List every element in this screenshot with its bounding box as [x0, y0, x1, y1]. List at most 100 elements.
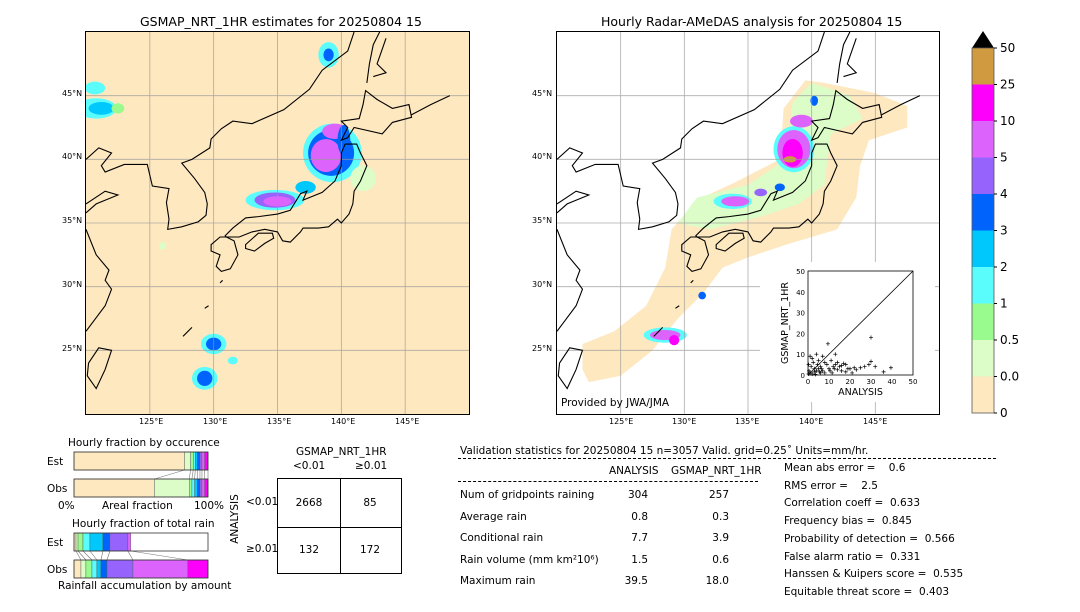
- occurrence-obs-segment: [197, 478, 201, 498]
- left-map-title: GSMAP_NRT_1HR estimates for 20250804 15: [140, 14, 422, 29]
- contingency-row-1: ≥0.01: [246, 543, 279, 555]
- scatter-point: [832, 366, 837, 371]
- lat-tick-label: 35°N: [62, 216, 83, 225]
- scatter-point: [829, 358, 834, 363]
- left-map: [85, 31, 470, 415]
- stats-score: Frequency bias = 0.845: [784, 515, 912, 528]
- total-rain-xlabel: Rainfall accumulation by amount: [58, 580, 232, 592]
- scatter-point: [869, 359, 873, 364]
- scatter-point: [810, 371, 815, 376]
- occurrence-xlabel: Areal fraction: [102, 500, 173, 512]
- total-rain-obs-segment: [85, 559, 93, 579]
- stats-score: RMS error = 2.5: [784, 479, 878, 492]
- scatter-point: [816, 358, 821, 363]
- occurrence-est-label: Est: [47, 456, 64, 468]
- scatter-point: [815, 362, 820, 367]
- scatter-point: [839, 368, 844, 373]
- colorbar-label: 0.01: [1000, 370, 1020, 384]
- scatter-point: [833, 352, 838, 357]
- colorbar-segment: [972, 376, 994, 413]
- lon-tick-label: 130°E: [203, 417, 228, 426]
- scatter-inset: 0 0 10 10 20 20 30 30 40 40 50 50 ANALYSIS GSMAP_NRT_…: [760, 262, 935, 402]
- lon-tick-label: 125°E: [609, 417, 634, 426]
- stats-score: False alarm ratio = 0.331: [784, 550, 921, 563]
- lon-tick-label: 130°E: [672, 417, 697, 426]
- scatter-x-tick: 10: [825, 378, 834, 386]
- total-rain-est-frame: [73, 532, 209, 552]
- scatter-point: [828, 368, 833, 373]
- scatter-xlabel: ANALYSIS: [838, 387, 883, 398]
- occurrence-obs-segment: [194, 478, 198, 498]
- stats-row-analysis: 1.5: [631, 553, 648, 566]
- occurrence-title: Hourly fraction by occurence: [68, 437, 220, 449]
- stats-col-analysis: ANALYSIS: [609, 465, 659, 477]
- stats-score: Hanssen & Kuipers score = 0.535: [784, 568, 964, 581]
- stats-row-gsmap: 257: [708, 489, 729, 501]
- total-rain-est-segment: [102, 532, 111, 552]
- total-rain-obs-segment: [91, 559, 98, 579]
- scatter-point: [822, 360, 827, 365]
- scatter-point: [858, 365, 863, 370]
- scatter-point: [813, 372, 818, 377]
- total-rain-obs-segment: [106, 559, 134, 579]
- lon-tick-label: 140°E: [799, 417, 824, 426]
- total-rain-obs-frame: [73, 559, 209, 579]
- scatter-point: [843, 369, 848, 374]
- occurrence-connector: [191, 469, 194, 480]
- occurrence-est-segment: [184, 451, 191, 471]
- stats-score: Equitable threat score = 0.403: [784, 585, 950, 598]
- occurrence-est-segment: [199, 451, 203, 471]
- lat-tick-label: 30°N: [62, 280, 83, 289]
- scatter-ylabel: GSMAP_NRT_1HR: [780, 282, 791, 364]
- colorbar-segment: [972, 121, 994, 158]
- lon-tick-label: 145°E: [395, 417, 420, 426]
- scatter-point: [818, 364, 823, 369]
- scatter-point: [820, 354, 825, 359]
- lat-tick-label: 45°N: [532, 89, 553, 98]
- total-rain-connector: [75, 550, 82, 561]
- scatter-point: [807, 368, 812, 373]
- occurrence-obs-segment: [191, 478, 195, 498]
- colorbar-segment: [972, 267, 994, 304]
- occurrence-obs-segment: [204, 478, 209, 498]
- occurrence-x0: 0%: [58, 500, 75, 512]
- total-rain-est-label: Est: [47, 537, 64, 549]
- stats-row-label: Num of gridpoints raining: [460, 489, 595, 501]
- colorbar-segment: [972, 48, 994, 85]
- contingency-cell: 85: [339, 478, 402, 528]
- scatter-point: [843, 362, 848, 367]
- scatter-point: [819, 366, 824, 371]
- total-rain-obs-segment: [132, 559, 189, 579]
- rain-field-estimate: [86, 42, 376, 390]
- occurrence-est-segment: [195, 451, 198, 471]
- scatter-point: [835, 360, 840, 365]
- lon-tick-label: 140°E: [331, 417, 356, 426]
- scatter-point: [809, 364, 814, 369]
- colorbar-label: 5: [1000, 151, 1008, 165]
- colorbar-extend-arrow: [972, 31, 994, 48]
- colorbar-label: 1: [1000, 297, 1008, 311]
- stats-row-analysis: 304: [627, 489, 648, 501]
- scatter-x-tick: 40: [888, 378, 897, 386]
- scatter-point: [866, 362, 871, 367]
- lat-tick-label: 35°N: [532, 216, 553, 225]
- occurrence-obs-segment: [199, 478, 203, 498]
- stats-row-label: Average rain: [460, 510, 527, 523]
- lon-tick-label: 125°E: [139, 417, 164, 426]
- colorbar-label: 10: [1000, 114, 1015, 128]
- stats-row-gsmap: 18.0: [705, 575, 729, 587]
- scatter-x-tick: 50: [909, 378, 918, 386]
- contingency-col-1: ≥0.01: [355, 460, 388, 472]
- stats-row-analysis: 39.5: [624, 575, 648, 587]
- total-rain-obs-segment: [187, 559, 209, 579]
- scatter-point: [845, 366, 850, 371]
- contingency-col-0: <0.01: [293, 460, 326, 472]
- scatter-y-tick: 40: [796, 289, 805, 297]
- lon-tick-label: 135°E: [735, 417, 760, 426]
- lat-tick-label: 40°N: [62, 152, 83, 161]
- total-rain-est-segment: [77, 532, 84, 552]
- contingency-row-title: ANALYSIS: [228, 494, 241, 544]
- scatter-x-tick: 20: [846, 378, 855, 386]
- total-rain-bars: [73, 532, 209, 579]
- stats-row-label: Rain volume (mm km²10⁶): [460, 553, 599, 566]
